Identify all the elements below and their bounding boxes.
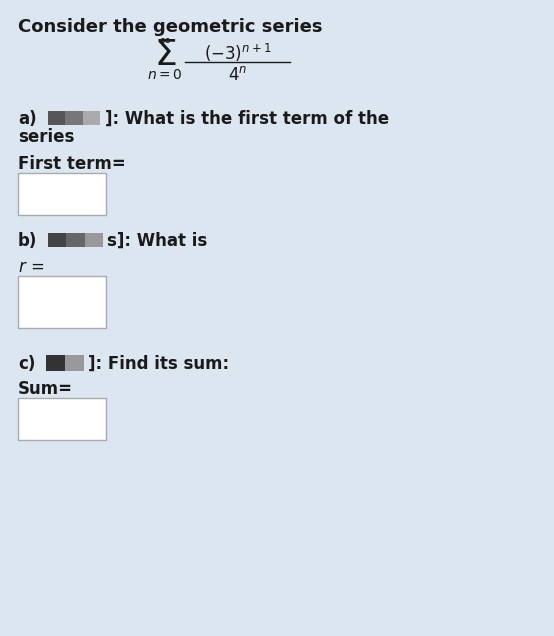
Text: $\Sigma$: $\Sigma$ xyxy=(154,38,176,72)
FancyBboxPatch shape xyxy=(18,276,106,328)
Text: First term=: First term= xyxy=(18,155,126,173)
FancyBboxPatch shape xyxy=(18,398,106,440)
FancyBboxPatch shape xyxy=(83,111,100,125)
Text: $r\,=$: $r\,=$ xyxy=(18,258,45,276)
FancyBboxPatch shape xyxy=(18,173,106,215)
Text: series: series xyxy=(18,128,74,146)
Text: Consider the geometric series: Consider the geometric series xyxy=(18,18,322,36)
Text: ]: What is the first term of the: ]: What is the first term of the xyxy=(105,110,389,128)
FancyBboxPatch shape xyxy=(46,355,65,371)
Text: $\infty$: $\infty$ xyxy=(158,32,172,47)
Text: $4^n$: $4^n$ xyxy=(228,66,248,84)
Text: c): c) xyxy=(18,355,35,373)
Text: s]: What is: s]: What is xyxy=(107,232,207,250)
Text: a): a) xyxy=(18,110,37,128)
FancyBboxPatch shape xyxy=(65,355,84,371)
FancyBboxPatch shape xyxy=(85,233,103,247)
Text: b): b) xyxy=(18,232,37,250)
FancyBboxPatch shape xyxy=(66,233,85,247)
Text: ]: Find its sum:: ]: Find its sum: xyxy=(88,355,229,373)
FancyBboxPatch shape xyxy=(65,111,83,125)
FancyBboxPatch shape xyxy=(48,111,65,125)
Text: $(-3)^{n+1}$: $(-3)^{n+1}$ xyxy=(204,42,272,64)
FancyBboxPatch shape xyxy=(48,233,66,247)
Text: Sum=: Sum= xyxy=(18,380,73,398)
Text: $n=0$: $n=0$ xyxy=(147,68,183,82)
